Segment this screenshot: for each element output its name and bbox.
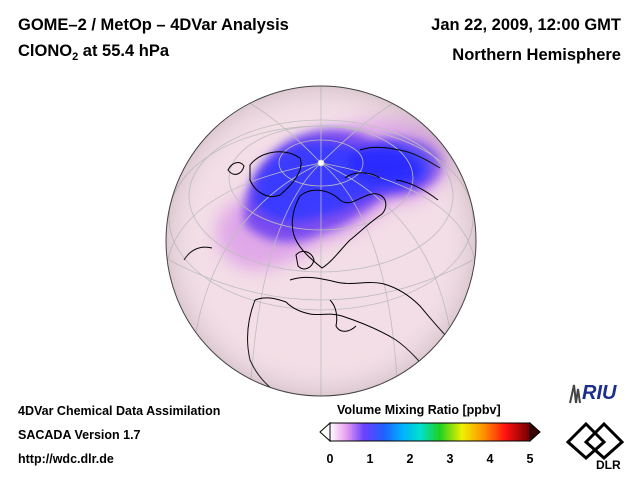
map-title: GOME–2 / MetOp – 4DVar Analysis bbox=[18, 16, 289, 34]
colorbar-tick-label: 1 bbox=[366, 452, 374, 466]
colorbar-tick-label: 5 bbox=[526, 452, 534, 466]
colorbar-tick-label: 4 bbox=[486, 452, 494, 466]
north-pole-marker bbox=[317, 159, 325, 167]
colorbar-gradient bbox=[329, 422, 531, 442]
globe-shading bbox=[166, 86, 476, 396]
region-label: Northern Hemisphere bbox=[452, 46, 621, 64]
footer-assimilation-label: 4DVar Chemical Data Assimilation bbox=[18, 404, 221, 418]
footer-version-label: SACADA Version 1.7 bbox=[18, 428, 141, 442]
globe-map bbox=[165, 85, 477, 397]
footer-url[interactable]: http://wdc.dlr.de bbox=[18, 452, 114, 466]
riu-logo: RIU bbox=[569, 382, 617, 404]
colorbar-title: Volume Mixing Ratio [ppbv] bbox=[337, 403, 501, 417]
globe-outline bbox=[165, 85, 477, 397]
dlr-logo-text: DLR bbox=[596, 458, 621, 472]
colorbar-tick-label: 3 bbox=[446, 452, 454, 466]
colorbar bbox=[319, 421, 541, 443]
colorbar-over-arrow bbox=[529, 421, 541, 443]
colorbar-tick-label: 2 bbox=[406, 452, 414, 466]
colorbar-under-arrow bbox=[319, 421, 331, 443]
riu-logo-text: RIU bbox=[582, 382, 617, 404]
dlr-logo: DLR bbox=[565, 421, 625, 472]
species-level: at 55.4 hPa bbox=[78, 42, 170, 60]
species-name: ClONO bbox=[18, 42, 73, 60]
species-subscript: 2 bbox=[72, 51, 79, 63]
species-label: ClONO2 at 55.4 hPa bbox=[18, 42, 170, 63]
analysis-date: Jan 22, 2009, 12:00 GMT bbox=[431, 16, 621, 34]
colorbar-tick-label: 0 bbox=[326, 452, 334, 466]
